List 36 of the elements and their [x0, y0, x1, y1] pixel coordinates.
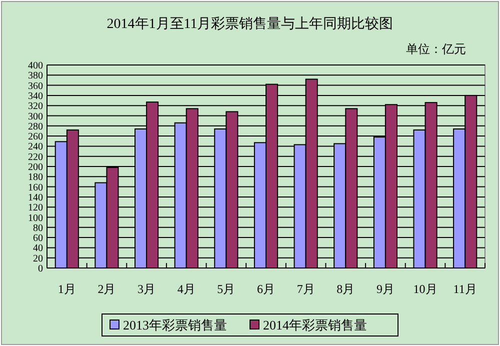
y-tick-label: 60 [33, 233, 43, 244]
y-tick-label: 0 [38, 264, 43, 274]
legend-label: 2014年彩票销售量 [263, 318, 367, 332]
x-tick-label: 10月 [413, 282, 438, 296]
y-tick-label: 380 [28, 70, 43, 82]
x-tick-label: 3月 [138, 282, 156, 296]
y-tick-label: 120 [28, 202, 43, 214]
y-tick-label: 260 [28, 132, 43, 143]
x-tick-label: 9月 [376, 282, 394, 296]
y-tick-label: 340 [28, 90, 43, 102]
x-tick-label: 6月 [257, 282, 275, 296]
x-tick-label: 8月 [336, 282, 355, 296]
y-tick-label: 160 [28, 182, 43, 194]
y-tick-label: 200 [28, 162, 43, 173]
chart-title: 2014年1月至11月彩票销售量与上年同期比较图 [106, 16, 394, 32]
y-tick-label: 100 [28, 212, 43, 224]
y-tick-label: 20 [33, 253, 43, 264]
x-tick-label: 5月 [217, 282, 236, 296]
y-tick-label: 360 [28, 80, 43, 92]
x-tick-label: 7月 [296, 282, 315, 296]
y-tick-label: 180 [28, 172, 43, 184]
y-tick-label: 400 [28, 60, 43, 72]
y-tick-label: 280 [28, 121, 43, 132]
y-tick-label: 80 [33, 222, 43, 234]
legend-label: 2013年彩票销售量 [123, 318, 227, 332]
y-tick-label: 40 [33, 243, 43, 254]
y-tick-label: 220 [28, 152, 43, 163]
x-tick-label: 11月 [453, 282, 477, 296]
y-tick-label: 300 [28, 111, 43, 122]
y-tick-label: 140 [28, 192, 43, 204]
x-tick-label: 1月 [58, 282, 76, 296]
x-tick-label: 4月 [177, 282, 196, 296]
y-tick-label: 240 [28, 142, 43, 153]
x-tick-label: 2月 [98, 282, 116, 296]
text: 单位：亿元 [406, 42, 466, 56]
y-tick-label: 320 [28, 101, 43, 112]
